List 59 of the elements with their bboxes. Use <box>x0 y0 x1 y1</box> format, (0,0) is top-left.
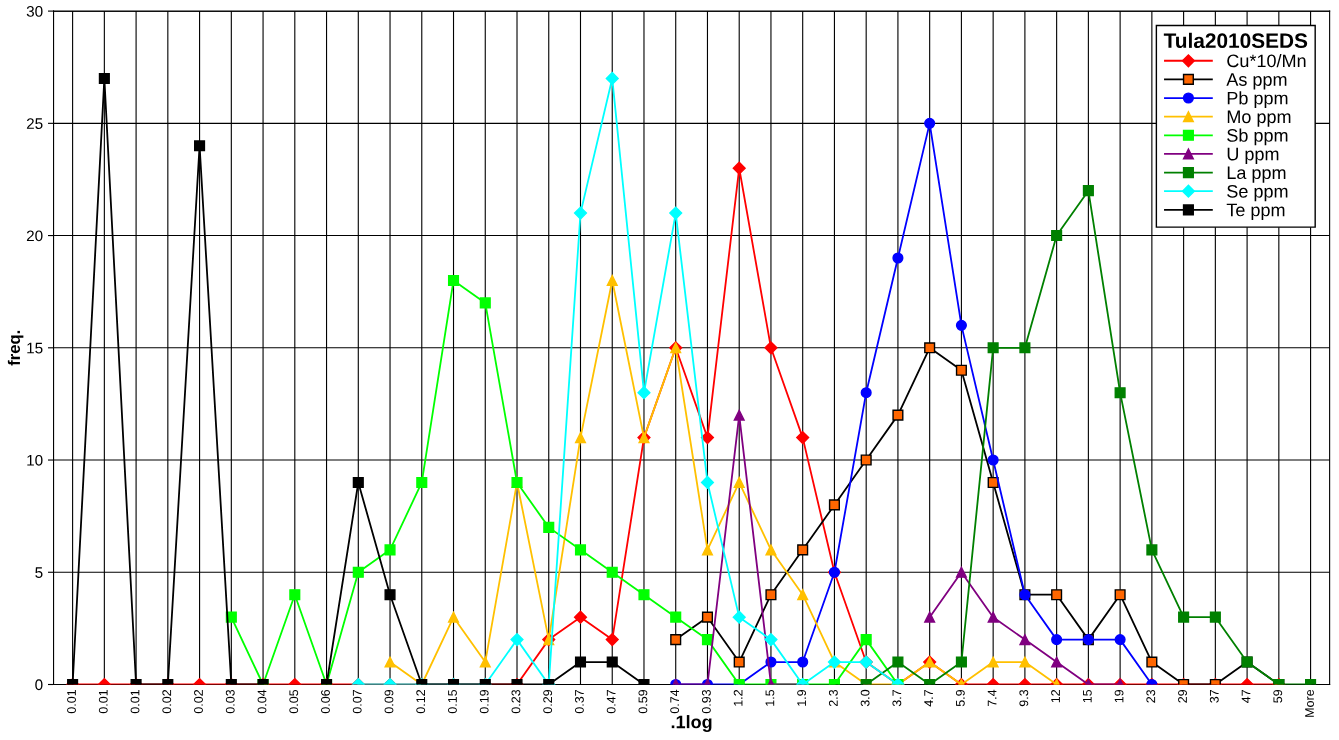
x-axis-title: .1log <box>671 715 712 732</box>
x-tick-label: 0.04 <box>257 689 267 714</box>
y-tick-label: 20 <box>26 230 43 242</box>
y-tick-label: 25 <box>26 118 43 130</box>
x-tick-label: 2.3 <box>828 689 838 707</box>
x-tick-label: 0.19 <box>479 689 489 714</box>
y-tick-label: 10 <box>27 454 43 466</box>
legend-label: Se ppm <box>1227 184 1288 202</box>
x-tick-label: 1.2 <box>733 689 743 706</box>
x-tick-label: 0.09 <box>384 689 394 714</box>
legend-label: U ppm <box>1227 147 1279 165</box>
x-tick-label: 0.74 <box>670 689 680 714</box>
legend-label: Sb ppm <box>1227 128 1288 146</box>
x-tick-label: 0.59 <box>638 689 648 714</box>
x-tick-label: 9.3 <box>1019 689 1029 707</box>
x-tick-label: 19 <box>1114 689 1124 703</box>
x-tick-label: 0.93 <box>701 689 711 714</box>
legend-label: Te ppm <box>1226 203 1285 220</box>
y-tick-label: 0 <box>35 679 43 691</box>
x-tick-label: 0.03 <box>225 689 235 714</box>
x-tick-label: 0.15 <box>448 689 457 714</box>
legend-label: Cu*10/Mn <box>1227 53 1306 68</box>
legend-label: La ppm <box>1227 166 1286 183</box>
x-tick-label: 0.12 <box>416 689 426 714</box>
x-tick-label: 0.01 <box>67 689 76 714</box>
x-tick-label: 0.07 <box>352 689 362 714</box>
x-tick-label: 0.02 <box>162 689 172 714</box>
x-tick-label: 3.0 <box>860 689 870 707</box>
x-tick-label: 4.7 <box>924 689 933 707</box>
x-tick-label: 23 <box>1146 689 1156 703</box>
x-tick-label: 0.29 <box>543 689 553 714</box>
x-tick-label: 12 <box>1051 689 1060 703</box>
x-tick-label: 0.47 <box>606 689 616 714</box>
x-tick-label: 0.01 <box>98 689 108 714</box>
legend-label: Pb ppm <box>1227 91 1288 109</box>
x-tick-label: 1.5 <box>765 689 775 706</box>
x-tick-label: 5.9 <box>955 689 965 707</box>
x-tick-label: More <box>1305 689 1314 717</box>
x-tick-label: 15 <box>1083 689 1092 703</box>
x-tick-label: 7.4 <box>987 689 997 707</box>
legend-label: As ppm <box>1226 73 1287 90</box>
x-tick-label: 0.02 <box>194 689 203 714</box>
legend-label: Mo ppm <box>1227 110 1291 127</box>
y-tick-label: 5 <box>35 567 43 578</box>
y-tick-label: 30 <box>26 5 43 17</box>
x-tick-label: 0.01 <box>130 689 140 714</box>
legend-title: Tula2010SEDS <box>1163 32 1308 49</box>
x-tick-label: 59 <box>1273 689 1283 703</box>
x-tick-label: 0.23 <box>511 689 521 714</box>
x-tick-label: 0.37 <box>575 689 584 714</box>
x-tick-label: 37 <box>1209 689 1219 703</box>
y-tick-label: 15 <box>27 342 43 354</box>
y-axis-title: freq. <box>7 330 24 366</box>
x-tick-label: 1.9 <box>797 689 807 706</box>
x-tick-label: 0.06 <box>321 689 330 714</box>
x-tick-label: 0.05 <box>289 689 299 714</box>
x-tick-label: 47 <box>1241 689 1251 703</box>
x-tick-label: 3.7 <box>892 689 902 707</box>
x-tick-label: 29 <box>1178 689 1187 703</box>
